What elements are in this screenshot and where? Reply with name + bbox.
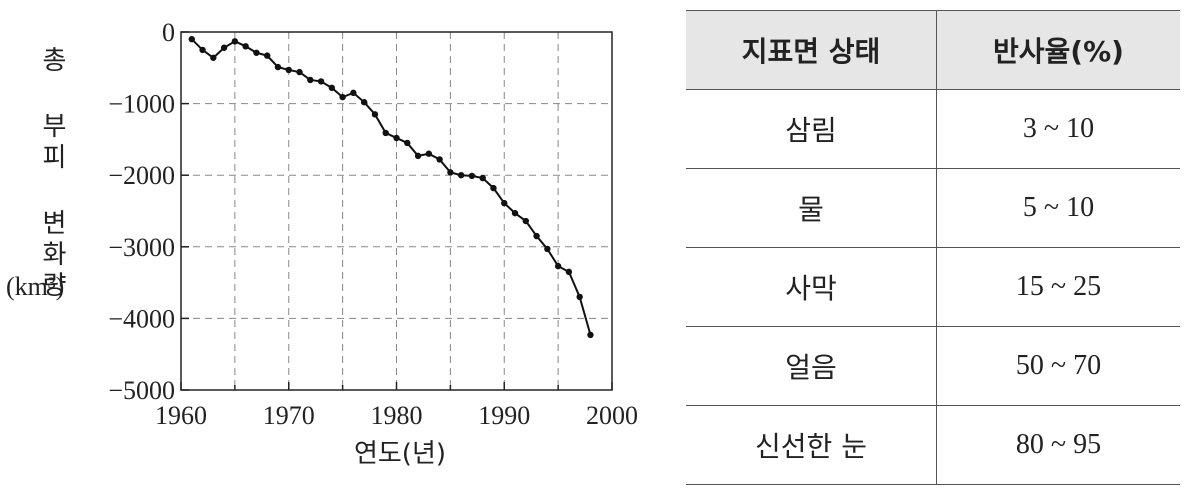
x-tick-label: 1970 <box>263 401 315 430</box>
y-tick-label: −2000 <box>108 161 175 190</box>
point <box>425 150 433 157</box>
y-tick-label: 0 <box>162 18 175 47</box>
point <box>199 46 206 54</box>
point <box>522 217 529 225</box>
point <box>253 49 260 56</box>
y-tick-label: −5000 <box>108 376 175 405</box>
plot-frame <box>180 31 613 391</box>
point <box>307 76 314 84</box>
cell: 삼림 <box>686 89 937 169</box>
header-cell: 반사율(%) <box>936 10 1180 90</box>
row: 신선한 눈 80 ~ 95 <box>686 405 1180 485</box>
point <box>414 152 422 160</box>
y-axis-unit: (km³) <box>6 272 65 301</box>
header-cell: 지표면 상태 <box>686 10 937 90</box>
point <box>501 199 508 207</box>
y-axis-label: 총 부피 변화량 <box>37 46 67 302</box>
y-tick-label: −4000 <box>108 304 175 333</box>
point <box>576 293 583 301</box>
point <box>242 43 249 50</box>
x-tick-label: 2000 <box>586 401 638 430</box>
row: 사막 15 ~ 25 <box>686 247 1180 327</box>
cell: 3 ~ 10 <box>936 89 1180 169</box>
point <box>296 68 303 76</box>
point <box>544 245 551 253</box>
point <box>264 52 271 59</box>
point <box>371 111 379 118</box>
x-axis-label: 연도(년) <box>354 439 446 469</box>
point <box>360 98 368 106</box>
point <box>210 54 217 61</box>
point <box>404 139 411 147</box>
point <box>220 44 228 51</box>
point <box>393 134 400 142</box>
cell: 15 ~ 25 <box>936 247 1180 327</box>
point <box>350 89 357 97</box>
x-tick-label: 1980 <box>371 401 423 430</box>
row: 삼림 3 ~ 10 <box>686 89 1180 169</box>
header-row: 지표면 상태 반사율(%) <box>686 10 1180 90</box>
point <box>285 66 292 74</box>
cell: 얼음 <box>686 326 937 406</box>
point <box>479 174 486 182</box>
x-tick-label: 1960 <box>155 401 207 430</box>
point <box>274 63 282 71</box>
point <box>468 172 476 180</box>
point <box>554 262 562 270</box>
point <box>339 93 346 101</box>
cell: 80 ~ 95 <box>936 405 1180 485</box>
point <box>447 169 454 176</box>
point <box>328 84 336 92</box>
point <box>511 209 519 217</box>
point <box>188 35 195 43</box>
point <box>382 129 389 137</box>
cell: 사막 <box>686 247 937 327</box>
cell: 신선한 눈 <box>686 405 937 485</box>
line <box>191 38 592 336</box>
point <box>565 268 573 276</box>
point <box>533 232 540 240</box>
point <box>436 156 443 163</box>
x-tick-label: 1990 <box>478 401 530 430</box>
y-tick-label: −1000 <box>108 90 175 119</box>
point <box>231 38 239 45</box>
cell: 5 ~ 10 <box>936 168 1180 248</box>
point <box>457 172 465 179</box>
y-tick-label: −3000 <box>108 233 175 262</box>
point <box>587 331 594 339</box>
cell: 물 <box>686 168 937 248</box>
point <box>317 78 325 85</box>
point <box>490 184 497 192</box>
row: 얼음 50 ~ 70 <box>686 326 1180 406</box>
cell: 50 ~ 70 <box>936 326 1180 406</box>
